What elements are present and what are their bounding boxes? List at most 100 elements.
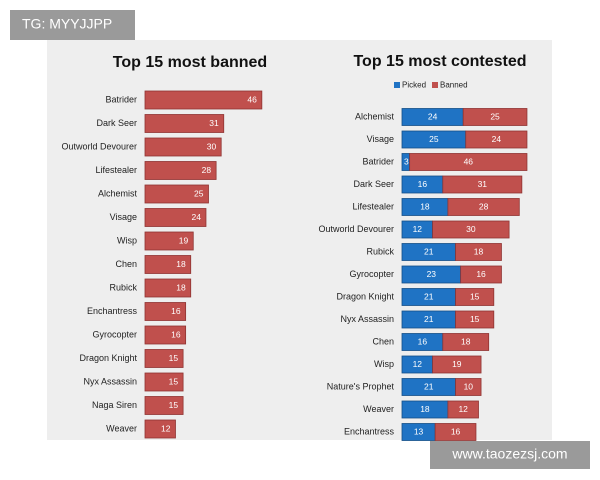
- value-label: 24: [191, 212, 201, 222]
- value-label: 12: [161, 423, 171, 433]
- tag-box: [10, 10, 135, 40]
- bar: [144, 208, 207, 227]
- bar-segment: [455, 310, 495, 329]
- category-label: Rubick: [366, 246, 394, 256]
- bar: [144, 372, 184, 392]
- category-label: Gyrocopter: [92, 329, 137, 339]
- category-label: Enchantress: [344, 426, 395, 436]
- value-label: 25: [194, 188, 204, 198]
- category-label: Dark Seer: [96, 118, 137, 128]
- category-label: Nature's Prophet: [327, 381, 395, 391]
- value-label: 21: [424, 246, 434, 256]
- category-label: Batrider: [105, 94, 137, 104]
- category-label: Outworld Devourer: [61, 141, 137, 151]
- bar: [144, 114, 225, 133]
- bar-segment: [434, 423, 477, 441]
- value-label: 23: [427, 269, 437, 279]
- category-label: Lifestealer: [95, 165, 137, 175]
- bar-segment: [462, 108, 528, 126]
- chart-title: Top 15 most banned: [113, 54, 267, 71]
- site-text: www.taozezsj.com: [451, 446, 567, 462]
- bar-segment: [455, 243, 502, 261]
- bar: [144, 302, 187, 321]
- bar-segment: [455, 288, 495, 306]
- value-label: 16: [476, 269, 486, 279]
- value-label: 10: [464, 381, 474, 391]
- bar: [144, 231, 194, 251]
- category-label: Batrider: [362, 156, 394, 166]
- bar: [144, 184, 209, 204]
- value-label: 19: [452, 359, 462, 369]
- category-label: Dragon Knight: [336, 291, 394, 301]
- value-label: 15: [169, 353, 179, 363]
- value-label: 30: [466, 224, 476, 234]
- value-label: 12: [413, 224, 423, 234]
- bar-segment: [460, 265, 502, 284]
- legend-label: Picked: [402, 81, 426, 90]
- bar-segment: [447, 400, 479, 419]
- legend-swatch: [394, 82, 400, 88]
- value-label: 31: [478, 179, 488, 189]
- value-label: 24: [428, 111, 438, 121]
- bar: [144, 161, 217, 180]
- value-label: 25: [490, 111, 500, 121]
- value-label: 3: [404, 156, 409, 166]
- value-label: 25: [429, 134, 439, 144]
- bar: [144, 255, 192, 274]
- bar: [144, 349, 184, 368]
- bar: [144, 419, 176, 439]
- category-label: Lifestealer: [352, 201, 394, 211]
- category-label: Weaver: [363, 404, 394, 414]
- value-label: 18: [176, 282, 186, 292]
- value-label: 16: [418, 336, 428, 346]
- value-label: 18: [474, 246, 484, 256]
- bar-segment: [432, 220, 510, 239]
- value-label: 18: [420, 404, 430, 414]
- bar: [144, 278, 192, 298]
- bar: [144, 325, 187, 345]
- charts: Top 15 most banned Batrider 46 Dark Seer 31 O…: [61, 53, 528, 441]
- value-label: 28: [202, 165, 212, 175]
- value-label: 18: [461, 336, 471, 346]
- value-label: 30: [207, 141, 217, 151]
- value-label: 16: [171, 306, 181, 316]
- value-label: 16: [451, 426, 461, 436]
- bar-segment: [432, 355, 482, 374]
- tag-text: TG: MYYJJPP: [22, 16, 112, 32]
- bar-segment: [409, 153, 528, 171]
- value-label: 18: [420, 201, 430, 211]
- value-label: 12: [413, 359, 423, 369]
- category-label: Gyrocopter: [349, 269, 394, 279]
- category-label: Dragon Knight: [79, 353, 137, 363]
- category-label: Dark Seer: [353, 179, 394, 189]
- category-label: Chen: [372, 336, 394, 346]
- value-label: 21: [424, 314, 434, 324]
- value-label: 18: [176, 259, 186, 269]
- value-label: 46: [464, 156, 474, 166]
- legend-swatch: [432, 82, 438, 88]
- category-label: Visage: [367, 134, 394, 144]
- category-label: Wisp: [374, 359, 394, 369]
- category-label: Enchantress: [87, 306, 138, 316]
- category-label: Alchemist: [355, 111, 395, 121]
- category-label: Naga Siren: [92, 400, 137, 410]
- category-label: Nyx Assassin: [340, 314, 394, 324]
- bar-segment: [442, 333, 490, 351]
- bar-segment: [447, 198, 520, 216]
- value-label: 15: [169, 376, 179, 386]
- chart-title: Top 15 most contested: [353, 53, 526, 70]
- value-label: 13: [414, 426, 424, 436]
- value-label: 28: [479, 201, 489, 211]
- value-label: 15: [470, 314, 480, 324]
- category-label: Outworld Devourer: [318, 224, 394, 234]
- value-label: 12: [458, 404, 468, 414]
- bar: [144, 90, 263, 110]
- value-label: 21: [424, 291, 434, 301]
- value-label: 16: [418, 179, 428, 189]
- category-label: Visage: [110, 212, 137, 222]
- value-label: 15: [169, 400, 179, 410]
- value-label: 21: [424, 381, 434, 391]
- bar: [144, 137, 222, 157]
